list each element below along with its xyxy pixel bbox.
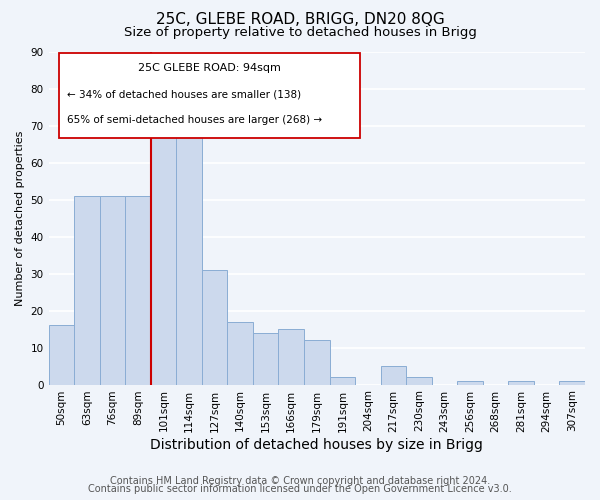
Text: 65% of semi-detached houses are larger (268) →: 65% of semi-detached houses are larger (… xyxy=(67,115,322,125)
Text: Contains HM Land Registry data © Crown copyright and database right 2024.: Contains HM Land Registry data © Crown c… xyxy=(110,476,490,486)
Bar xyxy=(202,270,227,384)
Bar xyxy=(176,133,202,384)
Bar xyxy=(49,326,74,384)
FancyBboxPatch shape xyxy=(59,53,359,138)
Bar xyxy=(380,366,406,384)
Bar xyxy=(508,381,534,384)
Text: Size of property relative to detached houses in Brigg: Size of property relative to detached ho… xyxy=(124,26,476,39)
Text: 25C, GLEBE ROAD, BRIGG, DN20 8QG: 25C, GLEBE ROAD, BRIGG, DN20 8QG xyxy=(155,12,445,28)
Bar xyxy=(253,333,278,384)
X-axis label: Distribution of detached houses by size in Brigg: Distribution of detached houses by size … xyxy=(151,438,483,452)
Bar xyxy=(278,329,304,384)
Bar xyxy=(100,196,125,384)
Text: Contains public sector information licensed under the Open Government Licence v3: Contains public sector information licen… xyxy=(88,484,512,494)
Bar xyxy=(559,381,585,384)
Bar xyxy=(125,196,151,384)
Text: 25C GLEBE ROAD: 94sqm: 25C GLEBE ROAD: 94sqm xyxy=(138,63,281,73)
Text: ← 34% of detached houses are smaller (138): ← 34% of detached houses are smaller (13… xyxy=(67,90,301,100)
Bar xyxy=(457,381,483,384)
Bar xyxy=(74,196,100,384)
Bar xyxy=(406,377,432,384)
Bar xyxy=(304,340,329,384)
Bar xyxy=(329,377,355,384)
Y-axis label: Number of detached properties: Number of detached properties xyxy=(15,130,25,306)
Bar xyxy=(151,118,176,384)
Bar xyxy=(227,322,253,384)
